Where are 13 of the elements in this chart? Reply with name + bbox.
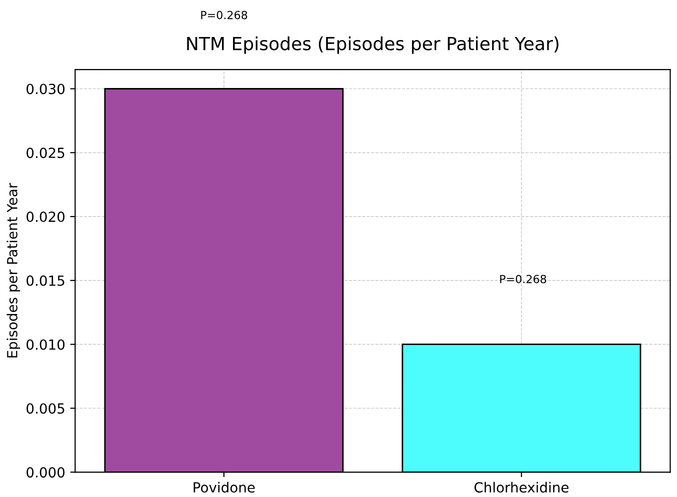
y-tick-label: 0.000 — [26, 467, 64, 478]
y-tick-label: 0.015 — [26, 275, 64, 286]
y-tick-label: 0.030 — [26, 84, 64, 94]
annotation: P=0.268 — [500, 274, 546, 284]
y-tick-label: 0.020 — [26, 212, 64, 222]
y-tick-label: 0.025 — [26, 148, 64, 158]
text: P=0.268 — [201, 10, 248, 20]
x-tick-label: Chlorhexidine — [474, 482, 568, 493]
y-tick-label: 0.010 — [26, 339, 64, 350]
x-tick-label: Povidone — [194, 482, 255, 493]
y-axis-title: Episodes per Patient Year — [6, 182, 20, 358]
chart-title: NTM Episodes (Episodes per Patient Year) — [187, 36, 558, 54]
y-tick-label: 0.005 — [26, 403, 64, 414]
